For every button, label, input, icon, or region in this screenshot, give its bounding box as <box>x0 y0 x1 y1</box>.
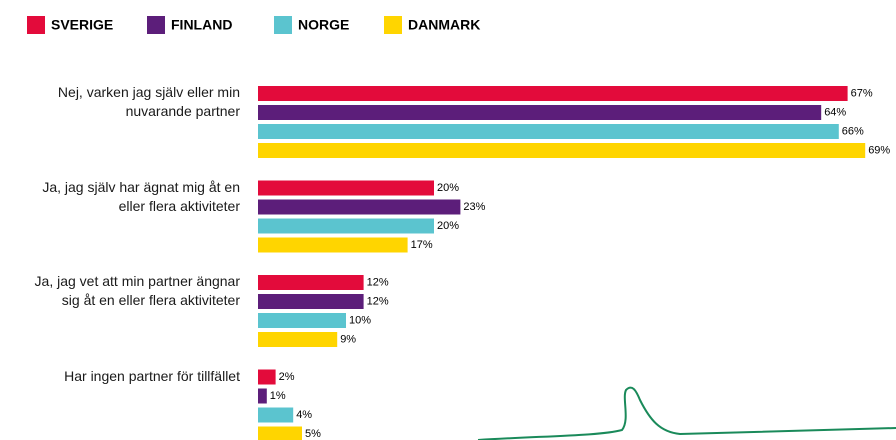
legend-swatch <box>147 16 165 34</box>
value-label: 20% <box>437 182 459 194</box>
legend-swatch <box>274 16 292 34</box>
bar <box>258 86 848 101</box>
bar <box>258 180 434 196</box>
bar <box>258 105 822 120</box>
speech-bubble <box>477 386 896 440</box>
category-label: Ja, jag själv har ägnat mig åt en eller … <box>42 178 240 214</box>
bar <box>258 294 364 309</box>
bar <box>258 313 346 328</box>
category-label: Har ingen partner för tillfället <box>64 367 240 384</box>
bar <box>258 426 302 440</box>
legend-label: FINLAND <box>171 17 232 33</box>
value-label: 1% <box>270 390 286 402</box>
value-label: 2% <box>279 371 295 383</box>
bar <box>258 332 338 347</box>
legend-swatch <box>384 16 402 34</box>
category-label: Nej, varken jag själv eller min nuvarand… <box>57 84 240 119</box>
value-label: 66% <box>842 125 864 137</box>
value-label: 5% <box>305 428 321 440</box>
value-label: 23% <box>463 201 485 213</box>
value-label: 69% <box>868 144 890 156</box>
bar <box>258 275 364 290</box>
category-label: Ja, jag vet att min partner ängnar sig å… <box>34 273 240 308</box>
legend-label: NORGE <box>298 17 349 33</box>
value-label: 12% <box>367 295 389 307</box>
legend-swatch <box>27 16 45 34</box>
value-label: 20% <box>437 220 459 232</box>
value-label: 64% <box>824 106 846 118</box>
value-label: 10% <box>349 314 371 326</box>
bar <box>258 407 294 423</box>
value-label: 9% <box>340 333 356 345</box>
legend-label: SVERIGE <box>51 17 113 33</box>
bar <box>258 237 408 253</box>
value-label: 17% <box>411 239 433 251</box>
value-label: 67% <box>851 87 873 99</box>
bar <box>258 369 276 385</box>
bar <box>258 199 461 215</box>
bar <box>258 388 267 404</box>
bar <box>258 218 434 234</box>
value-label: 4% <box>296 409 312 421</box>
legend-label: DANMARK <box>408 17 480 33</box>
bar <box>258 124 839 139</box>
value-label: 12% <box>367 276 389 288</box>
bar <box>258 143 866 158</box>
